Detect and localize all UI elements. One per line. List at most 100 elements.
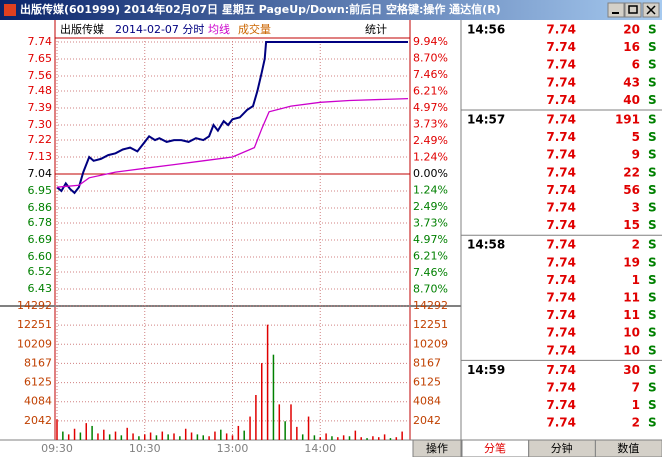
tick-price: 7.74 <box>546 93 576 107</box>
panel-tab-label[interactable]: 分钟 <box>551 441 573 455</box>
tick-side: S <box>648 93 657 107</box>
volume-bar <box>67 434 70 440</box>
tab[interactable] <box>412 439 462 457</box>
price-line <box>56 41 408 195</box>
tick-side: S <box>648 201 657 215</box>
tick-price: 7.74 <box>546 40 576 54</box>
volume-tick-label: 6125 <box>413 376 441 389</box>
tick-volume: 191 <box>615 113 640 127</box>
tick-volume: 15 <box>623 218 640 232</box>
tick-side: S <box>648 273 657 287</box>
tick-volume: 6 <box>632 58 640 72</box>
volume-bar <box>202 435 204 440</box>
tick-volume: 22 <box>623 165 640 179</box>
stat-button[interactable]: 统计 <box>365 23 387 36</box>
y2-tick-label: 8.70% <box>413 51 448 64</box>
y-tick-label: 7.04 <box>28 167 53 180</box>
volume-tick-label: 6125 <box>24 376 52 389</box>
volume-tick-label: 2042 <box>413 414 441 427</box>
volume-bar <box>225 433 228 440</box>
panel-tab[interactable] <box>594 439 662 457</box>
tick-price: 7.74 <box>546 363 576 377</box>
volume-bar <box>149 432 152 440</box>
y2-tick-label: 2.49% <box>413 200 448 213</box>
maximize-icon <box>628 5 638 14</box>
tick-volume: 10 <box>623 343 640 357</box>
tick-price: 7.74 <box>546 326 576 340</box>
tick-price: 7.74 <box>546 148 576 162</box>
volume-bar <box>173 433 175 440</box>
tick-side: S <box>648 363 657 377</box>
y-tick-label: 6.52 <box>28 265 53 278</box>
volume-bar <box>266 324 269 440</box>
price-line <box>56 97 409 188</box>
tick-side: S <box>648 238 657 252</box>
volume-bar <box>97 433 99 440</box>
workspace <box>0 20 662 457</box>
tick-price: 7.74 <box>546 201 576 215</box>
y2-tick-label: 3.73% <box>413 117 448 130</box>
y2-tick-label: 7.46% <box>413 68 448 81</box>
volume-bar <box>196 434 199 440</box>
tick-side: S <box>648 23 657 37</box>
volume-bar <box>249 416 251 440</box>
volume-bar <box>378 437 380 440</box>
y2-tick-label: 3.73% <box>413 217 448 230</box>
volume-bar <box>138 436 140 440</box>
y-tick-label: 6.86 <box>28 201 53 214</box>
tick-price: 7.74 <box>546 218 576 232</box>
volume-bar <box>120 435 123 440</box>
volume-bar <box>208 436 210 440</box>
volume-bar <box>144 434 146 440</box>
tick-price: 7.74 <box>546 183 576 197</box>
volume-bar <box>272 354 275 440</box>
volume-bar <box>62 431 64 440</box>
x-tick-label: 10:30 <box>129 442 161 455</box>
tick-price: 7.74 <box>546 416 576 430</box>
tick-volume: 11 <box>623 308 640 322</box>
tick-price: 7.74 <box>546 398 576 412</box>
tick-volume: 5 <box>632 130 640 144</box>
panel-tab-label[interactable]: 分笔 <box>484 441 506 455</box>
volume-bar <box>296 426 298 440</box>
volume-bar <box>184 428 187 440</box>
window-buttons <box>607 2 660 18</box>
y2-tick-label: 1.24% <box>413 151 448 164</box>
volume-bar <box>366 438 368 440</box>
y2-tick-label: 6.21% <box>413 249 448 262</box>
tick-volume: 43 <box>623 75 640 89</box>
volume-bar <box>56 419 58 440</box>
volume-bar <box>79 432 82 440</box>
tick-price: 7.74 <box>546 23 576 37</box>
title-bar <box>0 0 662 20</box>
volume-tick-label: 12251 <box>413 318 448 331</box>
tick-price: 7.74 <box>546 165 576 179</box>
volume-bar <box>313 435 316 440</box>
panel-tab-label[interactable]: 数值 <box>617 442 639 455</box>
legend-avg: 均线 <box>208 22 230 36</box>
minimize-button[interactable] <box>607 2 625 18</box>
volume-bar <box>307 416 310 440</box>
tick-side: S <box>648 165 657 179</box>
tick-volume: 2 <box>632 416 640 430</box>
tick-price: 7.74 <box>546 273 576 287</box>
legend-stock: 出版传媒 <box>60 22 104 36</box>
tick-side: S <box>648 40 657 54</box>
tick-price: 7.74 <box>546 75 576 89</box>
y-tick-label: 7.39 <box>28 101 53 114</box>
y2-tick-label: 2.49% <box>413 134 448 147</box>
volume-bar <box>108 434 111 440</box>
x-tick-label: 13:00 <box>217 442 249 455</box>
y-tick-label: 6.95 <box>28 184 53 197</box>
tick-side: S <box>648 75 657 89</box>
tick-side: S <box>648 416 657 430</box>
volume-bar <box>231 435 234 440</box>
tick-price: 7.74 <box>546 308 576 322</box>
y-tick-label: 6.78 <box>28 216 53 229</box>
tick-volume: 30 <box>623 363 640 377</box>
tab-label[interactable]: 操作 <box>426 441 448 455</box>
maximize-button[interactable] <box>624 2 642 18</box>
volume-bar <box>401 431 403 440</box>
volume-bar <box>354 430 357 440</box>
tick-volume: 19 <box>623 255 640 269</box>
